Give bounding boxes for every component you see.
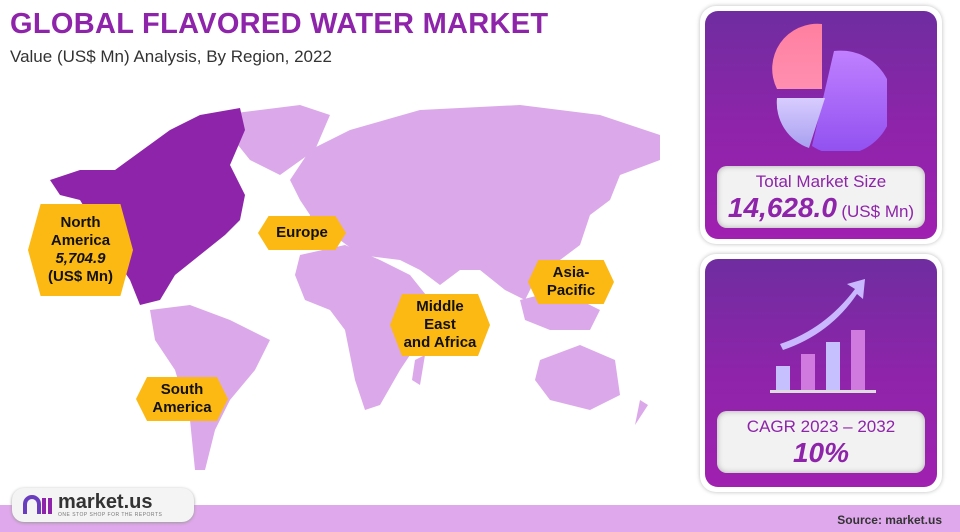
region-name: America	[152, 399, 212, 416]
region-name: Middle	[416, 298, 464, 315]
growth-bar-chart-icon	[770, 279, 876, 393]
region-unit: (US$ Mn)	[48, 268, 113, 285]
page-title: GLOBAL FLAVORED WATER MARKET	[10, 8, 549, 40]
cagr-value: 10%	[792, 437, 850, 468]
australia	[535, 345, 620, 410]
market-size-value: 14,628.0	[727, 192, 837, 223]
region-name: East	[424, 316, 456, 333]
africa	[295, 245, 430, 410]
pie-chart-icon	[772, 23, 887, 151]
greenland	[220, 105, 330, 175]
logo-tagline: ONE STOP SHOP FOR THE REPORTS	[58, 512, 163, 518]
logo-icon	[23, 495, 52, 514]
market-us-logo[interactable]: market.us ONE STOP SHOP FOR THE REPORTS	[12, 488, 194, 522]
market-size-card: Total Market Size 14,628.0 (US$ Mn)	[700, 6, 942, 244]
cagr-label: CAGR 2023 – 2032	[746, 417, 896, 436]
region-name: America	[50, 232, 111, 249]
market-size-box: Total Market Size 14,628.0 (US$ Mn)	[717, 166, 925, 228]
region-label-north-america: North America 5,704.9 (US$ Mn)	[28, 204, 133, 296]
region-name: and Africa	[403, 334, 477, 351]
page-subtitle: Value (US$ Mn) Analysis, By Region, 2022	[10, 47, 332, 66]
region-name: North	[60, 214, 101, 231]
region-label-europe: Europe	[258, 216, 346, 250]
source-text: Source: market.us	[837, 513, 942, 527]
north-america-highlighted	[50, 108, 245, 305]
region-name: Pacific	[546, 282, 596, 299]
market-size-unit: (US$ Mn)	[841, 202, 915, 221]
region-label-asia-pacific: Asia- Pacific	[528, 260, 614, 304]
region-value: 5,704.9	[55, 250, 106, 267]
europe-asia	[290, 105, 660, 300]
region-label-middle-east-africa: Middle East and Africa	[390, 294, 490, 356]
market-size-label: Total Market Size	[755, 172, 887, 191]
region-name: Europe	[276, 224, 328, 241]
region-label-south-america: South America	[136, 377, 228, 421]
new-zealand	[635, 400, 648, 425]
madagascar	[412, 355, 425, 385]
region-name: Asia-	[552, 264, 590, 281]
cagr-box: CAGR 2023 – 2032 10%	[717, 411, 925, 473]
region-name: South	[160, 381, 204, 398]
cagr-card: CAGR 2023 – 2032 10%	[700, 254, 942, 492]
logo-text: market.us	[58, 491, 153, 513]
